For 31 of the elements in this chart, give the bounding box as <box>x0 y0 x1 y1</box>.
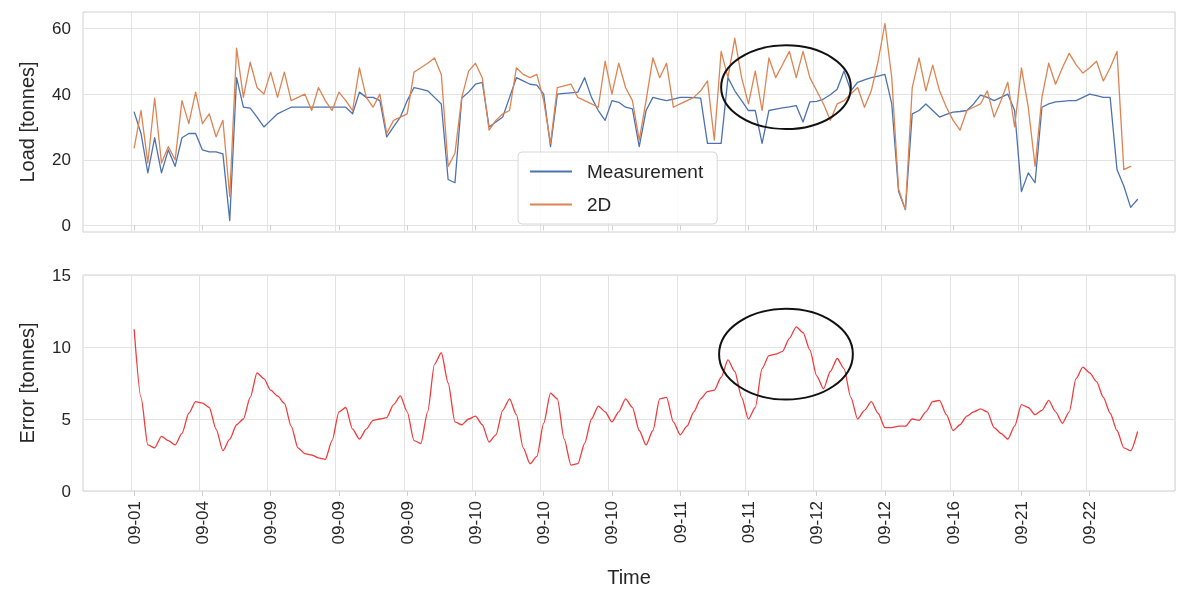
x-tick-label: 09-10 <box>534 501 554 545</box>
y-tick-label: 5 <box>61 409 71 429</box>
x-tick-label: 09-04 <box>192 501 212 545</box>
y-tick-label: 20 <box>52 150 71 170</box>
x-tick-label: 09-12 <box>875 501 895 545</box>
y-axis-title: Error [tonnes] <box>16 322 38 444</box>
x-tick-label: 09-11 <box>670 501 690 544</box>
y-tick-label: 0 <box>61 481 71 501</box>
x-tick-label: 09-10 <box>465 501 485 545</box>
y-tick-label: 0 <box>61 215 71 235</box>
x-tick-label: 09-10 <box>602 501 622 545</box>
y-tick-label: 40 <box>52 84 71 104</box>
x-axis-title: Time <box>607 566 651 588</box>
x-tick-label: 09-11 <box>738 501 758 544</box>
line-series <box>133 70 1139 222</box>
legend-label: Measurement <box>587 161 704 182</box>
y-tick-label: 60 <box>52 18 71 38</box>
y-axis-title: Load [tonnes] <box>16 61 38 183</box>
x-tick-label: 09-01 <box>124 501 144 545</box>
x-tick-label: 09-09 <box>329 501 349 545</box>
x-tick-label: 09-21 <box>1011 501 1031 545</box>
line-series <box>133 22 1132 211</box>
x-tick-label: 09-09 <box>261 501 281 545</box>
y-tick-label: 10 <box>52 337 71 357</box>
y-tick-label: 15 <box>52 265 71 285</box>
x-tick-label: 09-22 <box>1080 501 1100 545</box>
x-tick-label: 09-12 <box>807 501 827 545</box>
line-series <box>133 326 1139 466</box>
x-tick-label: 09-09 <box>397 501 417 545</box>
x-tick-label: 09-16 <box>943 501 963 545</box>
legend-label: 2D <box>587 194 612 215</box>
